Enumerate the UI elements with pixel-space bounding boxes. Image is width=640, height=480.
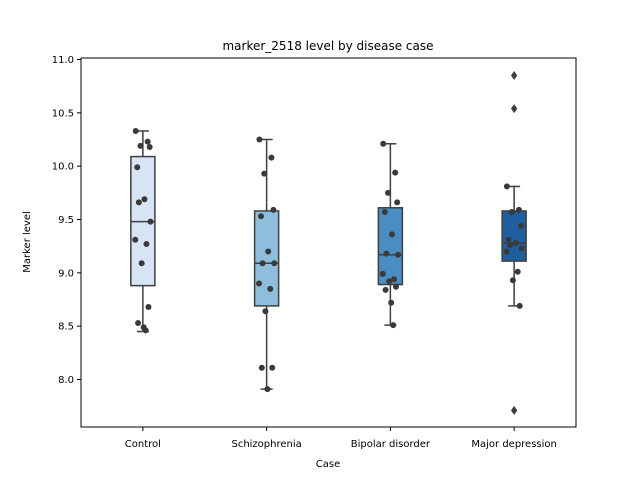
- point-bipolar-disorder: [388, 231, 395, 238]
- point-major-depression: [515, 206, 522, 213]
- point-major-depression: [509, 277, 516, 284]
- y-tick-label: 8.0: [58, 375, 74, 386]
- point-schizophrenia: [261, 170, 268, 177]
- point-bipolar-disorder: [382, 286, 389, 293]
- point-bipolar-disorder: [379, 270, 386, 277]
- point-bipolar-disorder: [388, 299, 395, 306]
- point-control: [134, 164, 141, 171]
- y-tick-label: 9.0: [58, 268, 74, 279]
- point-control: [144, 138, 151, 145]
- point-major-depression: [518, 245, 525, 252]
- point-control: [135, 199, 142, 206]
- point-control: [146, 143, 153, 150]
- point-schizophrenia: [265, 248, 272, 255]
- point-major-depression: [517, 222, 524, 229]
- x-tick-label: Schizophrenia: [231, 439, 301, 450]
- point-major-depression: [508, 209, 515, 216]
- chart-title: marker_2518 level by disease case: [222, 39, 433, 53]
- point-control: [141, 196, 148, 203]
- point-control: [143, 241, 150, 248]
- point-control: [147, 218, 154, 225]
- point-control: [138, 260, 145, 267]
- point-control: [145, 303, 152, 310]
- point-schizophrenia: [270, 206, 277, 213]
- point-schizophrenia: [268, 154, 275, 161]
- box-major-depression-outlier: [510, 71, 518, 80]
- x-tick-label: Major depression: [471, 439, 557, 450]
- point-schizophrenia: [269, 364, 276, 371]
- y-axis-label: Marker level: [22, 211, 33, 273]
- x-axis-label: Case: [316, 459, 340, 470]
- y-tick-label: 10.0: [52, 162, 74, 173]
- point-schizophrenia: [267, 285, 274, 292]
- point-major-depression: [514, 268, 521, 275]
- point-schizophrenia: [271, 260, 278, 267]
- point-bipolar-disorder: [394, 251, 401, 258]
- point-bipolar-disorder: [383, 250, 390, 257]
- point-control: [142, 327, 149, 334]
- point-bipolar-disorder: [392, 283, 399, 290]
- point-schizophrenia: [258, 213, 265, 220]
- y-tick-label: 10.5: [52, 108, 74, 119]
- point-bipolar-disorder: [392, 169, 399, 176]
- point-major-depression: [512, 239, 519, 246]
- point-schizophrenia: [256, 136, 263, 143]
- point-control: [132, 236, 139, 243]
- point-bipolar-disorder: [380, 140, 387, 147]
- y-tick-label: 9.5: [58, 215, 74, 226]
- point-schizophrenia: [259, 260, 266, 267]
- point-major-depression: [503, 248, 510, 255]
- point-major-depression: [507, 242, 514, 249]
- box-schizophrenia: [253, 210, 280, 307]
- plot-frame: [80, 57, 577, 428]
- box-major-depression-outlier: [510, 405, 518, 415]
- point-bipolar-disorder: [386, 278, 393, 285]
- point-schizophrenia: [264, 386, 271, 393]
- point-schizophrenia: [256, 280, 263, 287]
- x-tick-label: Bipolar disorder: [351, 439, 431, 450]
- x-tick-label: Control: [125, 439, 161, 450]
- y-tick-label: 8.5: [58, 322, 74, 333]
- point-bipolar-disorder: [394, 199, 401, 206]
- point-major-depression: [505, 236, 512, 243]
- point-major-depression: [516, 302, 523, 309]
- point-schizophrenia: [258, 364, 265, 371]
- point-schizophrenia: [262, 308, 269, 315]
- point-major-depression: [503, 183, 510, 190]
- point-bipolar-disorder: [381, 209, 388, 216]
- point-control: [135, 319, 142, 326]
- point-control: [137, 142, 144, 149]
- point-bipolar-disorder: [390, 322, 397, 329]
- point-control: [132, 127, 139, 134]
- box-major-depression-outlier: [510, 104, 518, 114]
- point-bipolar-disorder: [390, 276, 397, 283]
- point-bipolar-disorder: [384, 189, 391, 196]
- y-tick-label: 11.0: [52, 55, 74, 66]
